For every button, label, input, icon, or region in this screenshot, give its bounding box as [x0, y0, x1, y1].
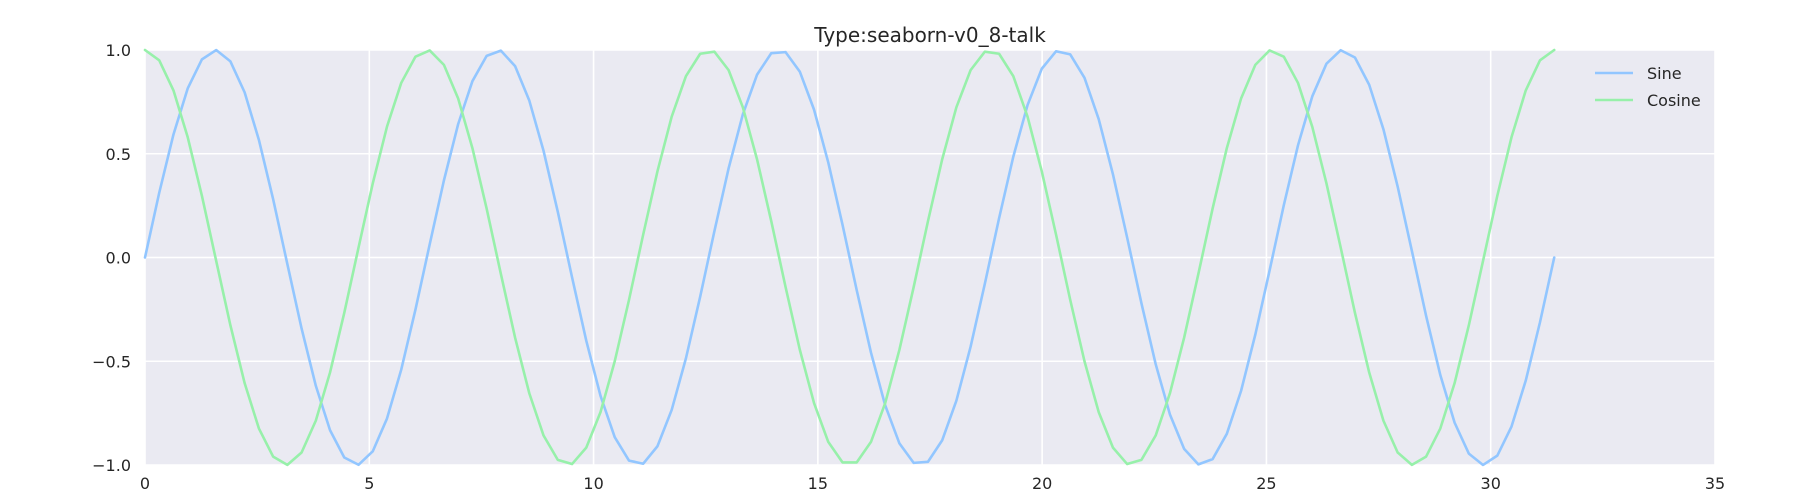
x-tick-label-7: 35	[1705, 474, 1725, 493]
series-lines	[143, 48, 1556, 467]
grid	[144, 49, 1716, 466]
x-axis-ticks: 0 5 10 15 20 25 30 35	[140, 474, 1725, 493]
x-tick-label-5: 25	[1256, 474, 1276, 493]
y-tick-label-1: −0.5	[92, 352, 131, 371]
y-tick-label-0: −1.0	[92, 456, 131, 475]
chart-title: Type:seaborn-v0_8-talk	[813, 23, 1046, 47]
y-axis-ticks: −1.0 −0.5 0.0 0.5 1.0	[92, 41, 131, 475]
legend: Sine Cosine	[1595, 64, 1701, 110]
x-tick-label-4: 20	[1032, 474, 1052, 493]
x-tick-label-2: 10	[583, 474, 603, 493]
series-line-cosine	[143, 48, 1556, 467]
y-tick-label-2: 0.0	[106, 249, 131, 268]
x-tick-label-0: 0	[140, 474, 150, 493]
legend-label-sine: Sine	[1647, 64, 1682, 83]
y-tick-label-3: 0.5	[106, 145, 131, 164]
x-tick-label-1: 5	[364, 474, 374, 493]
x-tick-label-6: 30	[1481, 474, 1501, 493]
series-line-sine	[143, 48, 1556, 467]
y-tick-label-4: 1.0	[106, 41, 131, 60]
legend-label-cosine: Cosine	[1647, 91, 1701, 110]
x-tick-label-3: 15	[808, 474, 828, 493]
